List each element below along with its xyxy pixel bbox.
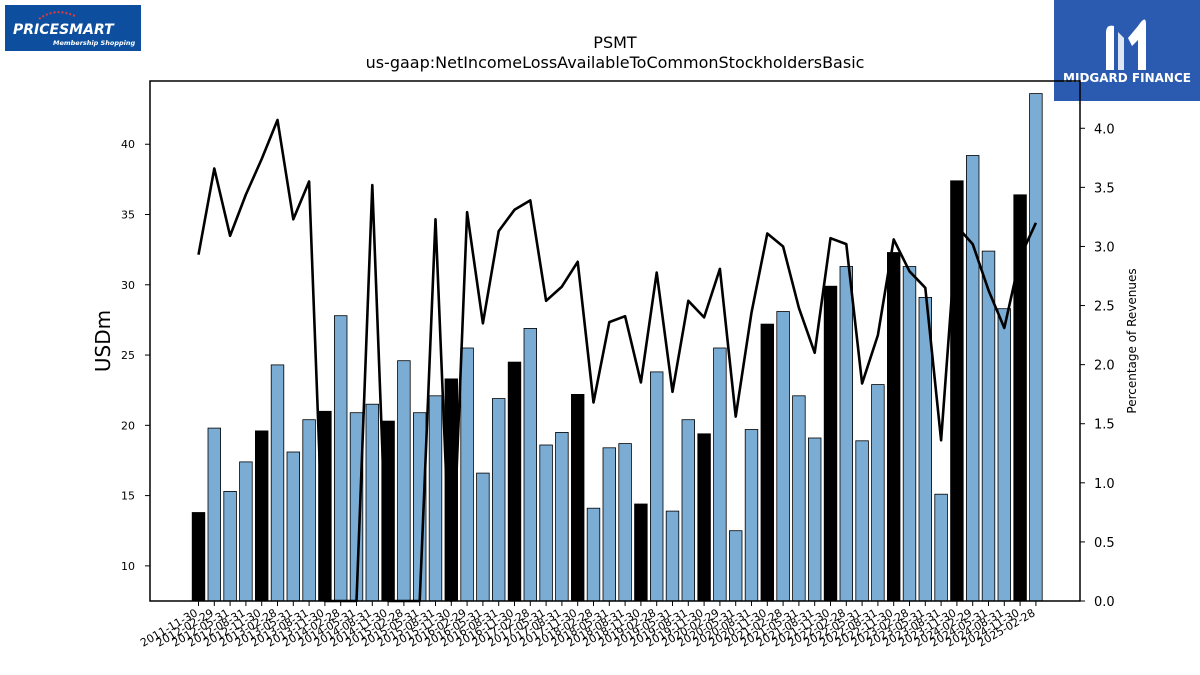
bar bbox=[507, 361, 522, 602]
bar bbox=[839, 266, 854, 602]
bar bbox=[902, 266, 917, 602]
x-axis: 2011-11-302012-02-292012-05-312012-08-31… bbox=[138, 601, 1037, 650]
y2-tick-label: 3.5 bbox=[1094, 181, 1115, 196]
bar bbox=[270, 364, 285, 602]
bar bbox=[618, 443, 632, 602]
bar bbox=[254, 430, 269, 602]
y-tick-label: 10 bbox=[121, 560, 135, 573]
y-tick-label: 30 bbox=[121, 279, 135, 292]
bar bbox=[887, 252, 901, 602]
y-tick-label: 20 bbox=[121, 419, 135, 432]
y-tick-label: 35 bbox=[121, 209, 135, 222]
bar bbox=[665, 510, 680, 602]
y-tick-label: 15 bbox=[121, 490, 135, 503]
y-axis-right: 0.0 0.5 1.0 1.5 2.0 2.5 3.0 3.5 4.0 bbox=[1080, 122, 1115, 610]
bar bbox=[476, 472, 490, 602]
y2-tick-label: 2.0 bbox=[1094, 359, 1115, 374]
bar bbox=[602, 447, 617, 602]
bar bbox=[286, 451, 301, 602]
bar bbox=[934, 493, 948, 602]
bar bbox=[808, 437, 822, 602]
midgard-logo-graphic: MIDGARD FINANCE bbox=[1063, 19, 1191, 85]
y-axis-label: USDm bbox=[91, 310, 115, 372]
pricesmart-logo: PRICESMART Membership Shopping bbox=[5, 5, 141, 51]
bar bbox=[223, 490, 237, 602]
bar bbox=[586, 507, 601, 602]
bar bbox=[760, 323, 775, 602]
y2-tick-label: 1.0 bbox=[1094, 477, 1115, 492]
bar bbox=[744, 429, 759, 602]
bar bbox=[428, 395, 443, 602]
bar bbox=[239, 461, 253, 602]
bar bbox=[855, 440, 869, 602]
bar bbox=[792, 395, 806, 602]
bar bbox=[776, 311, 790, 602]
midgard-finance-logo: MIDGARD FINANCE bbox=[1054, 0, 1200, 101]
midgard-logo-text: MIDGARD FINANCE bbox=[1063, 71, 1191, 85]
chart-subtitle: us-gaap:NetIncomeLossAvailableToCommonSt… bbox=[366, 53, 865, 72]
pricesmart-tagline: Membership Shopping bbox=[53, 39, 135, 47]
bar bbox=[365, 403, 380, 602]
bar bbox=[191, 512, 206, 602]
bar bbox=[1029, 93, 1043, 602]
bar bbox=[966, 155, 980, 602]
bar bbox=[207, 427, 222, 602]
y2-tick-label: 4.0 bbox=[1094, 122, 1115, 137]
chart-title: PSMT bbox=[593, 33, 637, 52]
bar bbox=[491, 398, 506, 602]
plot-frame bbox=[149, 80, 1081, 602]
bar bbox=[997, 308, 1012, 602]
bar bbox=[634, 503, 648, 602]
bar bbox=[697, 433, 711, 602]
bar bbox=[460, 347, 474, 602]
y-tick-label: 40 bbox=[121, 138, 135, 151]
bar bbox=[871, 384, 885, 602]
midgard-mark-icon bbox=[1106, 19, 1146, 70]
bar-series bbox=[191, 93, 1043, 602]
bar bbox=[523, 327, 538, 602]
bar bbox=[571, 393, 585, 602]
bar bbox=[302, 419, 316, 602]
y2-tick-label: 0.5 bbox=[1094, 536, 1115, 551]
bar bbox=[555, 431, 569, 602]
bar bbox=[823, 285, 838, 602]
bar bbox=[729, 530, 743, 602]
y-axis-left: 10 15 20 25 30 35 40 bbox=[121, 138, 150, 573]
y2-tick-label: 3.0 bbox=[1094, 240, 1115, 255]
y2-tick-label: 0.0 bbox=[1094, 595, 1115, 610]
bar bbox=[539, 444, 553, 602]
bar bbox=[650, 371, 664, 602]
pricesmart-logo-graphic: PRICESMART Membership Shopping bbox=[13, 11, 135, 47]
y2-axis-label: Percentage of Revenues bbox=[1125, 268, 1139, 413]
pricesmart-logo-text: PRICESMART bbox=[13, 22, 115, 38]
y-tick-label: 25 bbox=[121, 349, 135, 362]
bar bbox=[397, 360, 411, 602]
y2-tick-label: 2.5 bbox=[1094, 300, 1115, 315]
bar bbox=[681, 419, 696, 602]
bar bbox=[333, 315, 348, 602]
y2-tick-label: 1.5 bbox=[1094, 418, 1115, 433]
bar bbox=[713, 347, 727, 602]
